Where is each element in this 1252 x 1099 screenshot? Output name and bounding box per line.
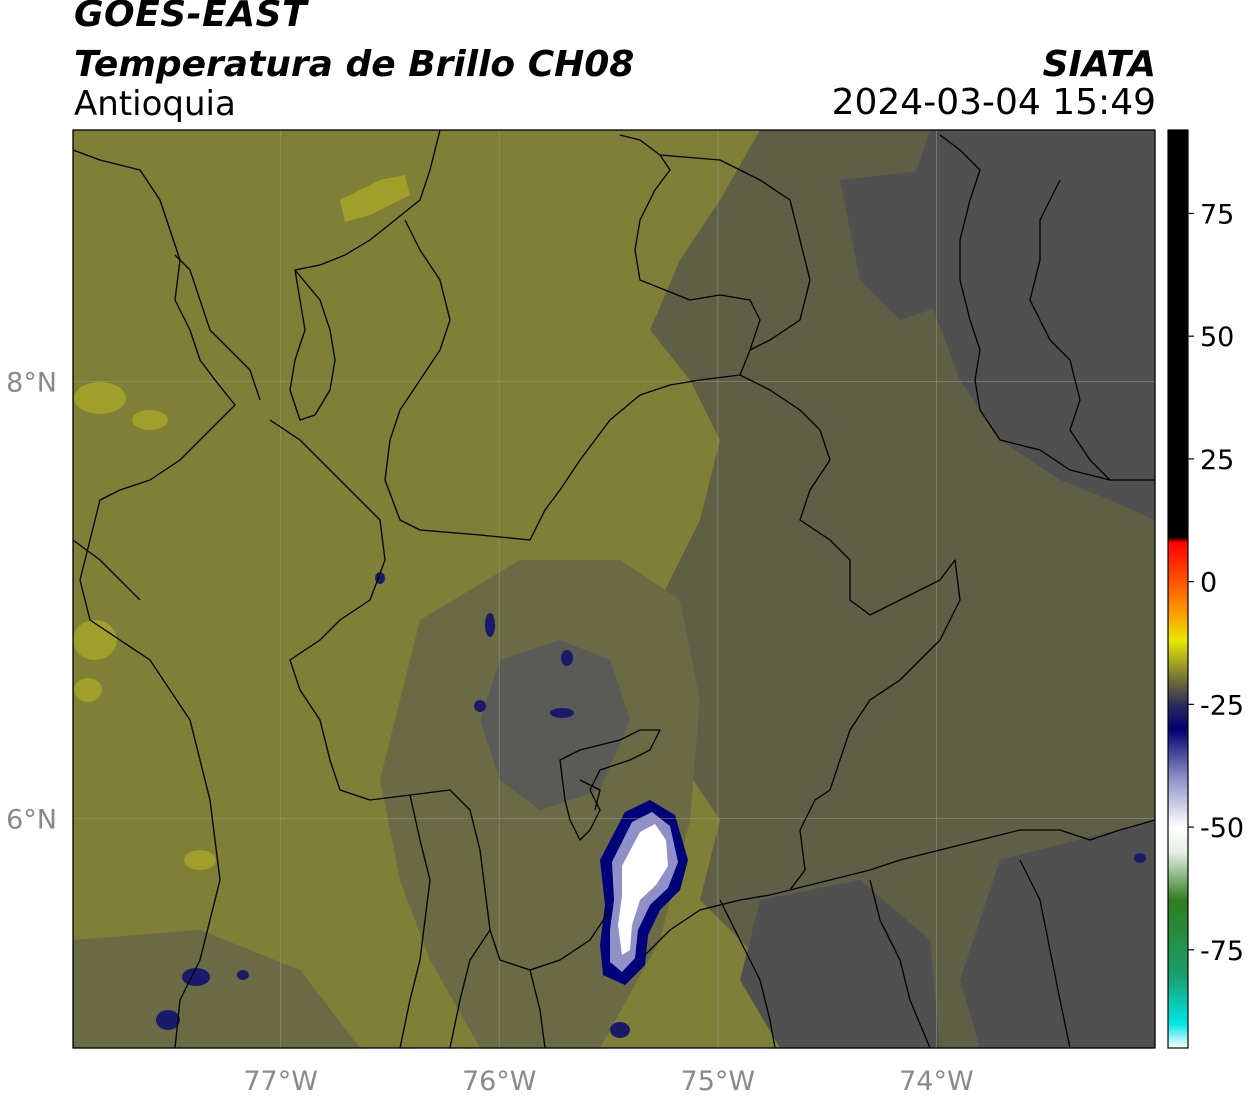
moist-layer	[480, 640, 630, 810]
lon-tick-label: 75°W	[681, 1066, 756, 1097]
lat-tick-label: 8°N	[6, 367, 57, 398]
temperature-field	[73, 130, 1155, 1048]
colorbar: 75 50 25 0 -25 -50 -75	[1167, 129, 1244, 1049]
satellite-title: GOES-EAST	[74, 0, 308, 35]
colorbar-tick-label: 25	[1200, 445, 1234, 476]
organization-label: SIATA	[1042, 44, 1156, 85]
lon-tick-label: 77°W	[243, 1066, 318, 1097]
dry-air-patches	[73, 175, 410, 870]
colorbar-frame	[1167, 129, 1189, 1049]
colorbar-tick-label: 50	[1200, 322, 1234, 353]
lon-tick-label: 76°W	[462, 1066, 537, 1097]
lat-tick-label: 6°N	[6, 805, 57, 836]
product-title: Temperatura de Brillo CH08	[74, 44, 635, 85]
colorbar-tick-label: 75	[1200, 199, 1234, 230]
colorbar-tick-label: 0	[1200, 568, 1217, 599]
latitude-ticks: 8°N 6°N	[6, 367, 57, 835]
convective-core	[600, 800, 688, 985]
timestamp-label: 2024-03-04 15:49	[831, 82, 1156, 123]
longitude-ticks: 77°W 76°W 75°W 74°W	[243, 1066, 973, 1097]
colorbar-gradient	[1168, 130, 1188, 1048]
colorbar-tick-label: -75	[1200, 936, 1244, 967]
map-frame	[72, 129, 1156, 1049]
colorbar-ticks: 75 50 25 0 -25 -50 -75	[1188, 199, 1244, 967]
colorbar-tick-label: -25	[1200, 690, 1244, 721]
lon-tick-label: 74°W	[899, 1066, 974, 1097]
political-boundaries	[73, 130, 1155, 1048]
region-label: Antioquia	[74, 84, 236, 124]
colorbar-tick-label: -50	[1200, 813, 1244, 844]
